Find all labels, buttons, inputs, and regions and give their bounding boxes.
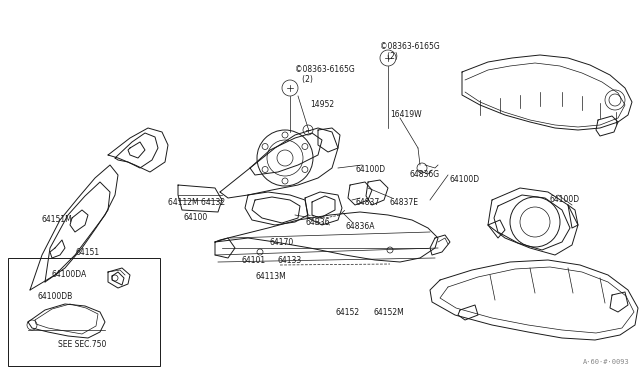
Bar [8, 258, 160, 366]
Text: 64100: 64100 [183, 213, 207, 222]
Text: 64100DB: 64100DB [38, 292, 73, 301]
Text: 64100D: 64100D [450, 175, 480, 184]
Text: 14952: 14952 [310, 100, 334, 109]
Text: 64B36: 64B36 [305, 218, 330, 227]
Text: 64101: 64101 [242, 256, 266, 265]
Text: ©08363-6165G
   (2): ©08363-6165G (2) [380, 42, 440, 61]
Text: 64112M 64132: 64112M 64132 [168, 198, 225, 207]
Text: 16419W: 16419W [390, 110, 422, 119]
Text: 64836A: 64836A [345, 222, 374, 231]
Text: A·60·#·0093: A·60·#·0093 [583, 359, 630, 365]
Text: 64100D: 64100D [550, 195, 580, 204]
Text: SEE SEC.750: SEE SEC.750 [58, 340, 106, 349]
Text: 64100DA: 64100DA [52, 270, 87, 279]
Text: 64152M: 64152M [373, 308, 404, 317]
Text: 64151M: 64151M [42, 215, 73, 224]
Text: 64133: 64133 [278, 256, 302, 265]
Text: 64170: 64170 [270, 238, 294, 247]
Text: 64836G: 64836G [410, 170, 440, 179]
Text: ©08363-6165G
   (2): ©08363-6165G (2) [295, 65, 355, 84]
Text: 64100D: 64100D [355, 165, 385, 174]
Text: 64151: 64151 [75, 248, 99, 257]
Text: 64113M: 64113M [255, 272, 285, 281]
Text: 64837E: 64837E [390, 198, 419, 207]
Text: 64837: 64837 [355, 198, 380, 207]
Text: 64152: 64152 [336, 308, 360, 317]
